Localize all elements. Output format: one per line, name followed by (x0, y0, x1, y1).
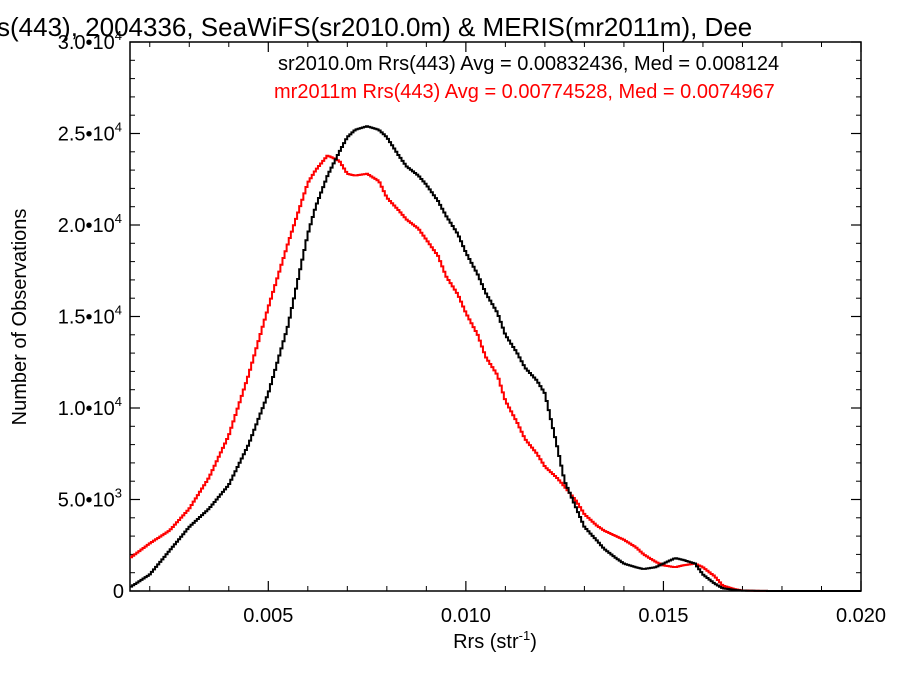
x-axis-label: Rrs (str-1) (453, 628, 537, 653)
y-tick-mantissa: 2.5•10 (58, 124, 115, 146)
y-axis-ticks: 05.0•1031.0•1041.5•1042.0•1042.5•1043.0•… (58, 28, 861, 603)
y-tick-label: 2.5•104 (58, 120, 122, 146)
x-axis-label-tail: ) (530, 631, 537, 653)
chart-title: s(443), 2004336, SeaWiFS(sr2010.0m) & ME… (0, 12, 752, 42)
y-tick-label: 5.0•103 (58, 486, 122, 512)
y-tick-exponent: 4 (115, 303, 122, 318)
series-line-sr2010 (130, 125, 861, 592)
y-tick-mantissa: 1.0•10 (58, 398, 115, 420)
x-tick-label: 0.010 (441, 605, 491, 627)
x-tick-label: 0.005 (243, 605, 293, 627)
x-axis-label-main: Rrs (str (453, 631, 519, 653)
series-group (130, 125, 861, 592)
y-tick-exponent: 4 (115, 28, 122, 43)
y-tick-exponent: 4 (115, 394, 122, 409)
y-tick-label: 2.0•104 (58, 211, 122, 237)
y-tick-label: 1.0•104 (58, 394, 122, 420)
legend-entry-mr2011: mr2011m Rrs(443) Avg = 0.00774528, Med =… (274, 81, 775, 103)
x-tick-label: 0.015 (638, 605, 688, 627)
x-axis-label-exponent: -1 (519, 628, 531, 643)
y-tick-label: 0 (113, 581, 124, 603)
x-axis-ticks: 0.005 0.010 0.015 0.020 (149, 42, 886, 627)
y-tick-mantissa: 1.5•10 (58, 307, 115, 329)
y-tick-mantissa: 3.0•10 (58, 32, 115, 54)
plot-frame (129, 41, 862, 592)
series-line-mr2011 (130, 154, 861, 592)
y-tick-mantissa: 2.0•10 (58, 215, 115, 237)
y-axis-label: Number of Observations (9, 209, 31, 426)
y-tick-mantissa: 5.0•10 (58, 490, 115, 512)
legend-entry-sr2010: sr2010.0m Rrs(443) Avg = 0.00832436, Med… (278, 53, 779, 75)
x-tick-label: 0.020 (836, 605, 886, 627)
y-tick-label: 3.0•104 (58, 28, 122, 54)
y-tick-exponent: 4 (115, 211, 122, 226)
y-tick-exponent: 3 (115, 486, 122, 501)
y-tick-label: 1.5•104 (58, 303, 122, 329)
y-tick-exponent: 4 (115, 120, 122, 135)
